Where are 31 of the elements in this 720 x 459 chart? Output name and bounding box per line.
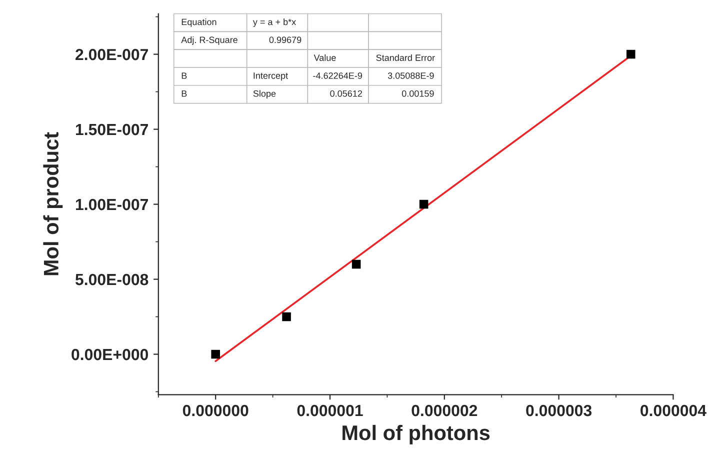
annotation: y = a + b*x (252, 18, 296, 27)
annotation: Standard Error (376, 54, 435, 61)
y-axis-title: Mol of product (43, 132, 63, 276)
annotation: B (182, 72, 187, 79)
annotation: -4.62264E-9 (313, 72, 362, 79)
annotation: Value (314, 54, 336, 61)
annotation: 0.00159 (402, 90, 434, 97)
y-tick-label: 1.00E-007 (76, 198, 148, 210)
y-tick-label: 2.00E-007 (76, 48, 148, 60)
y-tick-label: 1.50E-007 (76, 124, 148, 136)
x-tick-label: 0.000003 (526, 404, 592, 416)
point (352, 260, 361, 269)
y-tick-label: 0.00E+000 (72, 348, 148, 360)
x-tick-label: 0.000000 (182, 404, 248, 416)
point (626, 50, 636, 59)
point (419, 200, 428, 209)
x-axis-title: Mol of photons (342, 424, 490, 444)
x-tick-label: 0.000001 (297, 404, 363, 416)
annotation: 0.05612 (330, 90, 362, 97)
annotation: Slope (253, 90, 276, 99)
point (211, 350, 220, 359)
annotation: B (182, 90, 187, 97)
annotation: 0.99679 (269, 36, 302, 44)
annotation: Equation (182, 18, 216, 27)
annotation: Intercept (254, 72, 288, 81)
y-tick-label: 5.00E-008 (75, 274, 148, 286)
annotation: 3.05088E-9 (388, 72, 434, 79)
annotation: Adj. R-Square (181, 36, 238, 45)
x-tick-label: 0.000004 (640, 404, 706, 416)
x-tick-label: 0.000002 (412, 404, 478, 416)
point (282, 312, 291, 322)
